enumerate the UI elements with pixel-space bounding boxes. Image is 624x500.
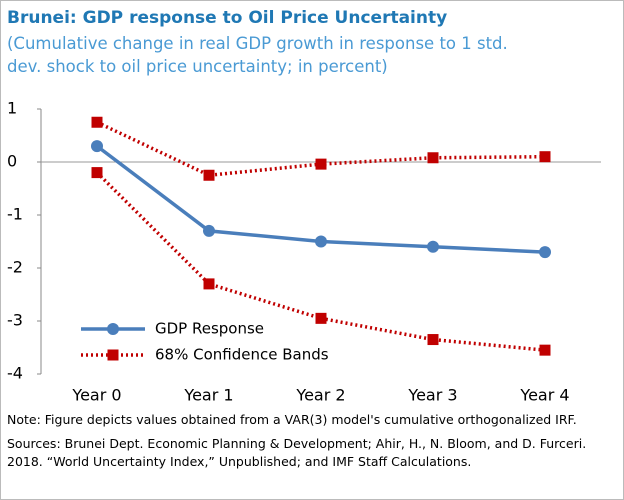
legend-marker bbox=[107, 323, 119, 335]
marker bbox=[315, 312, 327, 324]
legend-label: 68% Confidence Bands bbox=[155, 346, 329, 364]
y-tick-label: -4 bbox=[7, 364, 23, 383]
marker bbox=[539, 344, 551, 356]
marker bbox=[91, 140, 103, 153]
note: Note: Figure depicts values obtained fro… bbox=[7, 412, 577, 427]
x-tick-label: Year 3 bbox=[407, 386, 457, 405]
marker bbox=[203, 224, 215, 237]
marker bbox=[427, 334, 439, 346]
chart: Brunei: GDP response to Oil Price Uncert… bbox=[7, 8, 601, 405]
chart-title: Brunei: GDP response to Oil Price Uncert… bbox=[7, 8, 447, 28]
marker bbox=[315, 235, 327, 248]
marker bbox=[203, 278, 215, 290]
marker bbox=[427, 240, 439, 253]
legend-label: GDP Response bbox=[155, 320, 264, 338]
x-tick-label: Year 0 bbox=[71, 386, 121, 405]
marker bbox=[91, 167, 103, 179]
y-tick-label: -1 bbox=[7, 205, 23, 224]
legend-marker bbox=[107, 349, 119, 361]
sources: Sources: Brunei Dept. Economic Planning … bbox=[7, 436, 587, 469]
marker bbox=[539, 151, 551, 163]
marker bbox=[315, 158, 327, 170]
y-tick-label: 1 bbox=[7, 99, 17, 118]
y-tick-label: -2 bbox=[7, 258, 23, 277]
y-tick-label: 0 bbox=[7, 152, 17, 171]
x-tick-label: Year 4 bbox=[519, 386, 569, 405]
notes: Note: Figure depicts values obtained fro… bbox=[7, 411, 619, 477]
x-tick-label: Year 1 bbox=[183, 386, 233, 405]
subtitle-line: (Cumulative change in real GDP growth in… bbox=[7, 34, 508, 53]
marker bbox=[203, 169, 215, 181]
chart-subtitle: (Cumulative change in real GDP growth in… bbox=[7, 34, 508, 76]
y-tick-label: -3 bbox=[7, 311, 23, 330]
x-tick-label: Year 2 bbox=[295, 386, 345, 405]
marker bbox=[539, 246, 551, 259]
marker bbox=[91, 116, 103, 128]
marker bbox=[427, 152, 439, 164]
subtitle-line: dev. shock to oil price uncertainty; in … bbox=[7, 57, 388, 76]
